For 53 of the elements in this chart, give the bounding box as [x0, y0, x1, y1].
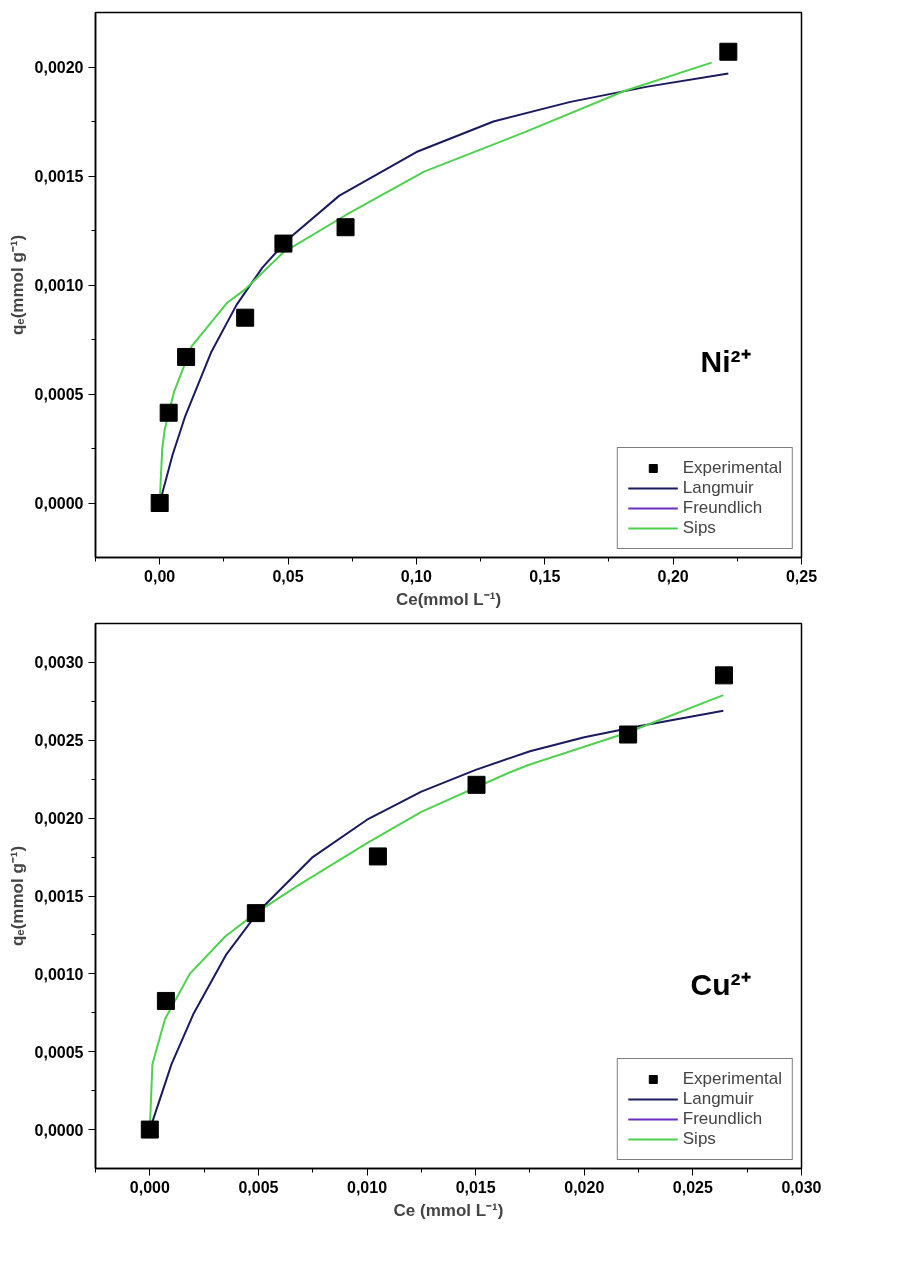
x-tick-label: 0,030	[781, 1178, 822, 1196]
point	[177, 347, 196, 366]
legend-label: Freundlich	[682, 1109, 763, 1129]
x-tick-label: 0,005	[238, 1178, 279, 1196]
y-tick-label: 0,0020	[34, 810, 84, 828]
y-tick-label: 0,0010	[34, 277, 84, 294]
point	[150, 494, 169, 512]
y-tick-label: 0,0005	[34, 1043, 84, 1061]
x-axis-title: Ce(mmol L⁻¹)	[395, 589, 502, 609]
legend-label: Freundlich	[682, 498, 763, 518]
x-tick-label: 0,25	[785, 567, 818, 585]
y-tick-label: 0,0010	[34, 965, 84, 983]
y-tick-label: 0,0025	[34, 732, 84, 750]
point	[140, 1120, 159, 1139]
legend-label: Langmuir	[682, 478, 754, 498]
y-tick-label: 0,0005	[34, 386, 84, 403]
x-axis-title: Ce (mmol L⁻¹)	[393, 1200, 504, 1220]
x-tick-label: 0,15	[529, 567, 561, 585]
point	[336, 218, 355, 237]
legend-label: Sips	[682, 518, 716, 538]
y-tick-label: 0,0000	[34, 1121, 84, 1139]
x-tick-label: 0,015	[455, 1178, 496, 1196]
x-tick-label: 0,05	[272, 567, 304, 585]
point	[719, 42, 738, 61]
legend-label: Langmuir	[682, 1089, 754, 1109]
point	[714, 666, 733, 685]
x-tick-label: 0,20	[657, 567, 689, 585]
x-tick-label: 0,00	[144, 567, 176, 585]
x-tick-label: 0,010	[347, 1178, 388, 1196]
x-tick-label: 0,10	[400, 567, 433, 585]
x-tick-label: 0,025	[672, 1178, 714, 1196]
point	[156, 991, 175, 1010]
y-tick-label: 0,0000	[34, 495, 84, 512]
x-tick-label: 0,000	[129, 1178, 170, 1196]
point	[467, 775, 486, 794]
point	[619, 725, 638, 744]
y-axis-title: qₑ(mmol g⁻¹)	[7, 845, 27, 947]
y-tick-label: 0,0030	[34, 654, 84, 672]
x-tick-label: 0,020	[564, 1178, 605, 1196]
legend-label: Experimental	[682, 1069, 782, 1089]
annotation: Ni²⁺	[700, 344, 751, 378]
point	[236, 308, 255, 327]
point	[246, 904, 265, 923]
point	[274, 234, 293, 253]
point	[368, 847, 387, 866]
point	[159, 403, 178, 422]
y-tick-label: 0,0020	[34, 59, 84, 76]
y-tick-label: 0,0015	[34, 888, 84, 905]
y-axis-title: qₑ(mmol g⁻¹)	[7, 234, 27, 336]
legend-label: Experimental	[682, 458, 782, 478]
y-tick-label: 0,0015	[34, 168, 84, 185]
legend-label: Sips	[682, 1129, 716, 1149]
annotation: Cu²⁺	[690, 967, 751, 1001]
